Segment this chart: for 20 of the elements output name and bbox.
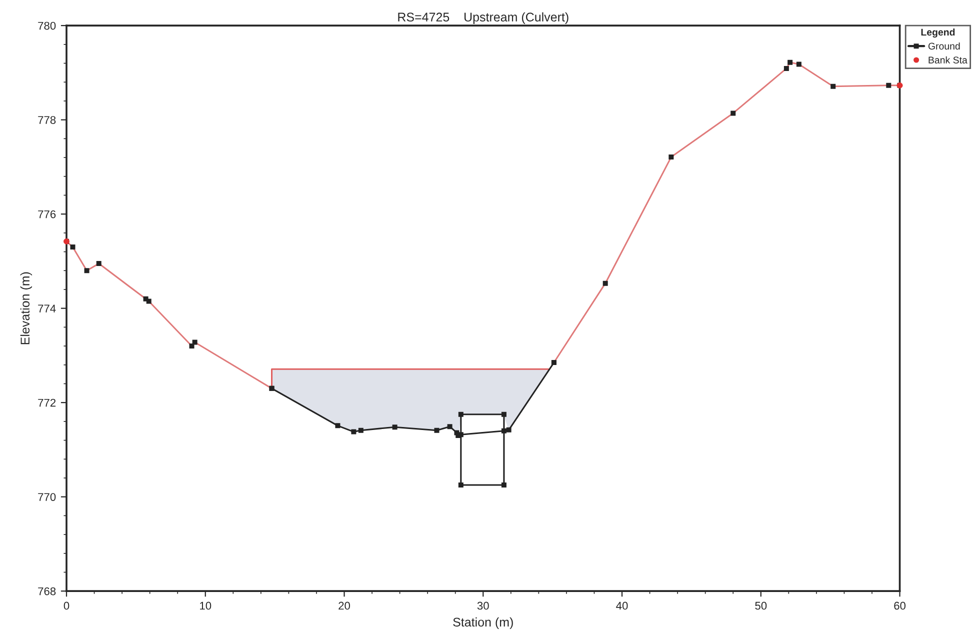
x-tick-label: 30 xyxy=(477,602,489,610)
y-tick-label: 780 xyxy=(38,22,56,30)
y-tick-label: 768 xyxy=(38,587,56,596)
x-tick-label: 10 xyxy=(200,602,212,610)
y-tick-label: 774 xyxy=(38,304,56,312)
x-axis-title: Station (m) xyxy=(453,617,513,630)
y-axis-title: Elevation (m) xyxy=(20,272,32,344)
y-tick-label: 770 xyxy=(38,493,56,501)
legend-label: Bank Sta xyxy=(928,56,968,64)
x-tick-label: 0 xyxy=(64,602,70,610)
legend-label: Ground xyxy=(928,42,960,50)
y-tick-label: 772 xyxy=(38,398,56,407)
chart-title: RS=4725 Upstream (Culvert) xyxy=(398,12,568,24)
x-tick-label: 50 xyxy=(755,602,767,610)
legend-title: Legend xyxy=(921,28,955,38)
x-tick-label: 60 xyxy=(894,602,906,610)
x-tick-label: 20 xyxy=(338,602,350,610)
x-tick-label: 40 xyxy=(616,602,628,610)
y-tick-label: 776 xyxy=(38,210,56,218)
y-tick-label: 778 xyxy=(38,116,56,124)
